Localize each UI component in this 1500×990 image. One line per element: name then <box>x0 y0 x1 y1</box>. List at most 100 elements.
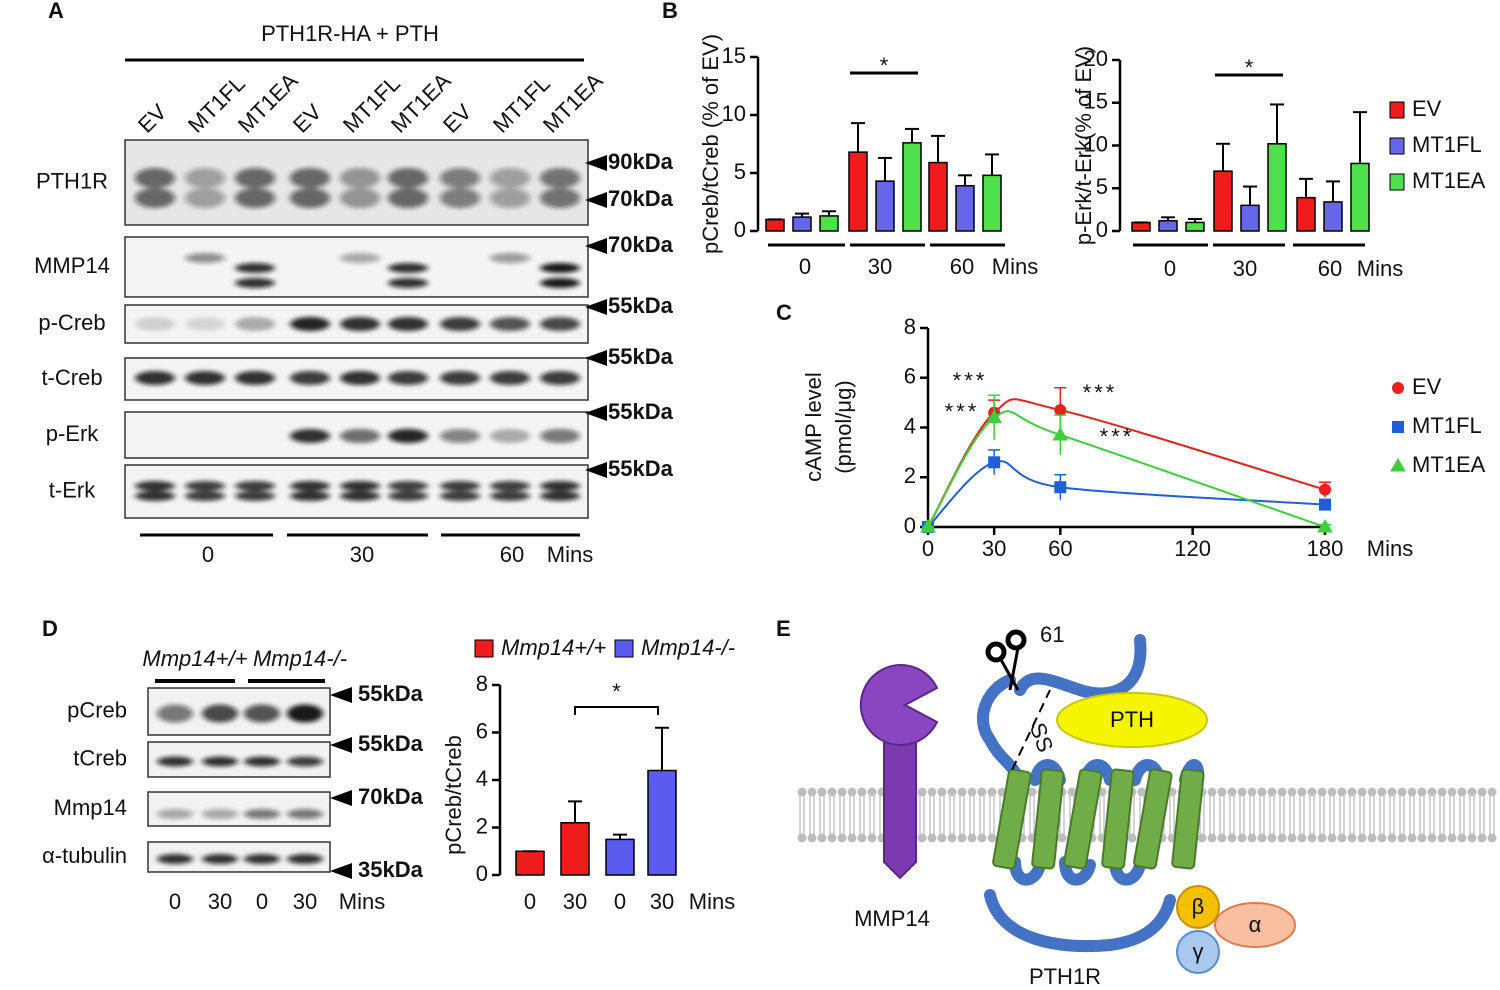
point <box>920 519 936 533</box>
lipid-head <box>1367 787 1377 797</box>
x-axis-label: Mins <box>1357 256 1403 281</box>
band <box>185 481 225 491</box>
lipid-head <box>1267 787 1277 797</box>
lipid-head <box>1257 833 1267 843</box>
marker-arrow <box>585 462 607 478</box>
y-axis-label: (pmol/μg) <box>831 380 856 473</box>
lipid-head <box>1347 787 1357 797</box>
series-line <box>927 460 1326 528</box>
row-label: PTH1R <box>36 168 108 193</box>
band <box>340 371 380 385</box>
lipid-head <box>1217 833 1227 843</box>
time-label: 60 <box>500 542 524 567</box>
lane-label: MT1EA <box>538 68 608 138</box>
y-tick-label: 2 <box>476 813 488 838</box>
lipid-head <box>797 833 807 843</box>
y-tick-label: 10 <box>1084 131 1108 156</box>
lipid-head <box>1247 833 1257 843</box>
legend-label: MT1EA <box>1412 168 1486 193</box>
size-marker: 55kDa <box>358 681 424 706</box>
band <box>185 188 225 208</box>
lipid-head <box>1327 787 1337 797</box>
lipid-head <box>1317 787 1327 797</box>
row-label: p-Erk <box>46 421 100 446</box>
x-tick-label: 30 <box>650 889 674 914</box>
band <box>202 756 238 767</box>
blot-row <box>124 236 589 298</box>
lipid-head <box>1277 833 1287 843</box>
lipid-head <box>817 833 827 843</box>
bar <box>792 216 812 232</box>
legend-label: EV <box>1412 374 1442 399</box>
band <box>490 481 530 491</box>
lipid-head <box>1347 833 1357 843</box>
time-label: 30 <box>350 542 374 567</box>
x-axis-label: Mins <box>1367 536 1413 561</box>
unit-label: Mins <box>547 542 593 567</box>
lipid-head <box>1357 787 1367 797</box>
band <box>235 188 275 208</box>
band <box>235 317 275 331</box>
lipid-head <box>947 787 957 797</box>
bands <box>157 756 323 767</box>
lipid-head <box>847 833 857 843</box>
helix <box>1101 768 1135 870</box>
y-tick-label: 20 <box>1084 46 1108 71</box>
lipid-head <box>1447 833 1457 843</box>
lipid-head <box>837 833 847 843</box>
lipid-head <box>1417 833 1427 843</box>
bands <box>135 371 580 385</box>
band <box>290 429 330 443</box>
lane-label: EV <box>133 99 172 138</box>
lipid-head <box>837 787 847 797</box>
row-label: t-Erk <box>49 477 96 502</box>
band <box>244 704 280 723</box>
marker-arrow <box>330 863 352 879</box>
lipid-head <box>1487 787 1497 797</box>
point <box>986 409 1003 424</box>
y-tick-label: 10 <box>722 101 746 126</box>
panel-label: C <box>776 300 792 325</box>
lipid-head <box>1397 787 1407 797</box>
band <box>135 371 175 385</box>
lipid-head <box>927 833 937 843</box>
row-label: MMP14 <box>34 253 110 278</box>
x-tick-label: 0 <box>799 254 811 279</box>
x-axis-label: Mins <box>689 889 735 914</box>
band <box>490 168 530 188</box>
x-tick-label: 60 <box>1318 256 1342 281</box>
y-tick-label: 0 <box>734 217 746 242</box>
legend-label: Mmp14+/+ <box>501 635 606 660</box>
scissor <box>1005 629 1027 651</box>
lipid-head <box>1427 787 1437 797</box>
band <box>440 371 480 385</box>
marker-arrow <box>330 737 352 753</box>
lipid-head <box>807 787 817 797</box>
y-tick-label: 5 <box>1096 174 1108 199</box>
band <box>287 809 323 819</box>
band <box>235 263 275 273</box>
enzyme-label: MMP14 <box>854 906 930 931</box>
legend-label: Mmp14-/- <box>641 635 735 660</box>
annotation: *** <box>945 399 980 424</box>
lipid-head <box>1337 787 1347 797</box>
x-axis-label: Mins <box>992 254 1038 279</box>
y-axis-label: pCreb/tCreb <box>441 735 466 855</box>
lipid-head <box>1307 787 1317 797</box>
band <box>185 491 225 501</box>
band <box>340 253 380 263</box>
x-tick-label: 0 <box>1164 256 1176 281</box>
band <box>290 188 330 208</box>
x-tick-label: 0 <box>614 889 626 914</box>
legend-swatch <box>474 639 494 658</box>
band <box>540 481 580 491</box>
lipid-head <box>937 787 947 797</box>
lipid-head <box>987 787 997 797</box>
gamma-label: γ <box>1193 939 1204 964</box>
x-tick-label: 60 <box>950 254 974 279</box>
bar <box>1323 201 1343 232</box>
lipid-head <box>1197 833 1207 843</box>
bar <box>515 850 545 876</box>
band <box>290 317 330 331</box>
